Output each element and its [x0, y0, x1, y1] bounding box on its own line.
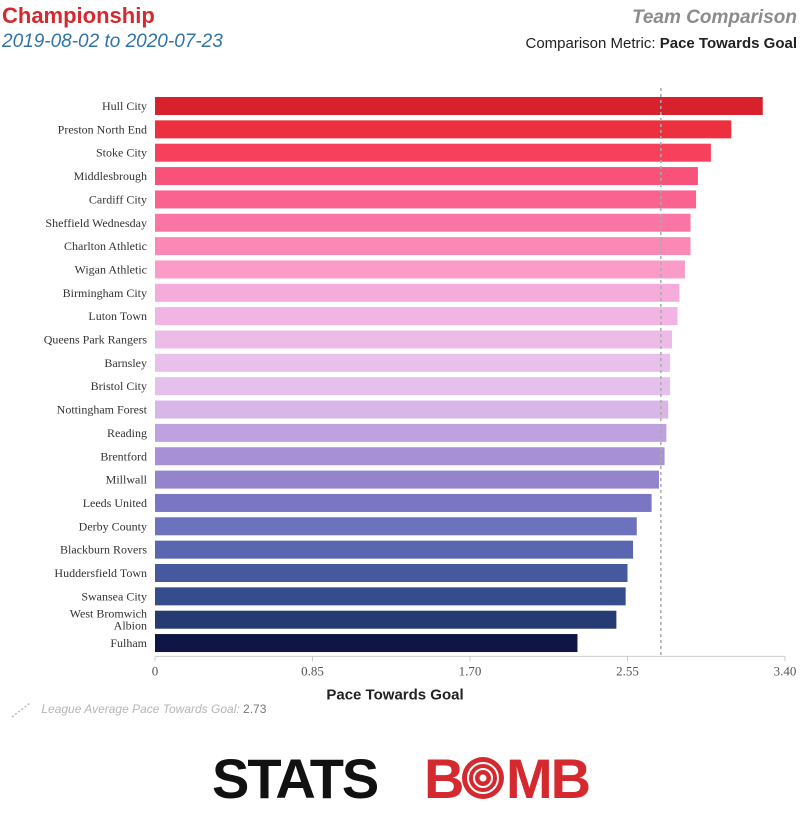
- team-label: Cardiff City: [89, 192, 147, 206]
- target-icon: [462, 757, 504, 799]
- team-label: Barnsley: [104, 356, 147, 370]
- team-label: Charlton Athletic: [64, 239, 147, 253]
- bar-leeds-united: [155, 493, 652, 512]
- metric-prefix: Comparison Metric:: [525, 35, 656, 52]
- league-average-note: League Average Pace Towards Goal: 2.73: [10, 702, 266, 718]
- team-label: Stoke City: [96, 146, 147, 160]
- team-label: Millwall: [106, 473, 148, 487]
- bar-nottingham-forest: [155, 400, 669, 419]
- team-label: Queens Park Rangers: [44, 333, 148, 347]
- team-label: Blackburn Rovers: [60, 543, 147, 557]
- bar-hull-city: [155, 97, 763, 115]
- x-tick-label: 1.70: [459, 663, 482, 678]
- bar-cardiff-city: [155, 190, 697, 209]
- bar-barnsley: [155, 353, 671, 372]
- svg-text:B: B: [424, 748, 462, 808]
- team-label: Huddersfield Town: [54, 566, 147, 580]
- x-axis-title: Pace Towards Goal: [326, 686, 463, 700]
- x-axis: 0 0.85 1.70 2.55 3.40: [152, 655, 797, 678]
- team-label: Preston North End: [58, 122, 147, 136]
- bar-reading: [155, 423, 667, 442]
- team-label: Nottingham Forest: [57, 403, 148, 417]
- bar-brentford: [155, 447, 665, 466]
- team-label: Luton Town: [88, 309, 147, 323]
- bar-huddersfield-town: [155, 564, 628, 582]
- bar-sheffield-wednesday: [155, 213, 691, 232]
- bar-birmingham-city: [155, 283, 680, 302]
- comparison-metric: Comparison Metric: Pace Towards Goal: [526, 35, 798, 52]
- team-label: Leeds United: [83, 496, 147, 510]
- team-label: Brentford: [100, 449, 147, 463]
- x-tick-label: 3.40: [774, 663, 797, 678]
- dashed-line-icon: [11, 702, 31, 718]
- bar-charlton-athletic: [155, 237, 691, 256]
- metric-name: Pace Towards Goal: [659, 35, 797, 52]
- team-label: Middlesbrough: [74, 169, 147, 183]
- team-label: Reading: [107, 426, 147, 440]
- x-tick-label: 0: [152, 663, 159, 678]
- bar-wigan-athletic: [155, 260, 685, 279]
- statsbomb-logo: STATS B MB: [212, 748, 591, 808]
- bar-swansea-city: [155, 587, 626, 606]
- bar-middlesbrough: [155, 167, 698, 186]
- x-tick-label: 0.85: [301, 663, 324, 678]
- team-label: Hull City: [102, 99, 147, 113]
- bar-millwall: [155, 470, 659, 489]
- team-label: Birmingham City: [63, 286, 147, 300]
- team-label: Wigan Athletic: [75, 262, 148, 276]
- comparison-title: Team Comparison: [631, 7, 797, 28]
- team-label: Fulham: [110, 636, 147, 650]
- team-label: Bristol City: [91, 379, 147, 393]
- team-label: West Bromwich Albion: [70, 607, 147, 633]
- logo-word-stats: STATS: [212, 748, 378, 808]
- bar-preston-north-end: [155, 120, 732, 139]
- bar-queens-park-rangers: [155, 330, 672, 349]
- bar-stoke-city: [155, 143, 711, 162]
- bar-chart: Hull City Preston North End Stoke City Midd…: [44, 88, 797, 700]
- svg-text:MB: MB: [506, 748, 589, 808]
- x-tick-label: 2.55: [616, 663, 639, 678]
- bar-fulham: [155, 634, 578, 653]
- team-label: Derby County: [79, 519, 147, 533]
- bar-blackburn-rovers: [155, 540, 634, 559]
- competition-title: Championship: [2, 3, 155, 28]
- team-label: Sheffield Wednesday: [45, 216, 147, 230]
- bar-derby-county: [155, 517, 637, 536]
- league-average-label: League Average Pace Towards Goal:: [41, 702, 240, 717]
- team-labels: Hull City Preston North End Stoke City Midd…: [44, 99, 148, 650]
- bar-bristol-city: [155, 377, 671, 396]
- bars-layer: [155, 97, 763, 653]
- bar-west-bromwich-albion: [155, 610, 617, 629]
- team-label: Swansea City: [81, 589, 147, 603]
- bar-luton-town: [155, 307, 678, 326]
- date-range: 2019-08-02 to 2020-07-23: [2, 31, 223, 52]
- league-average-value: 2.73: [243, 702, 267, 717]
